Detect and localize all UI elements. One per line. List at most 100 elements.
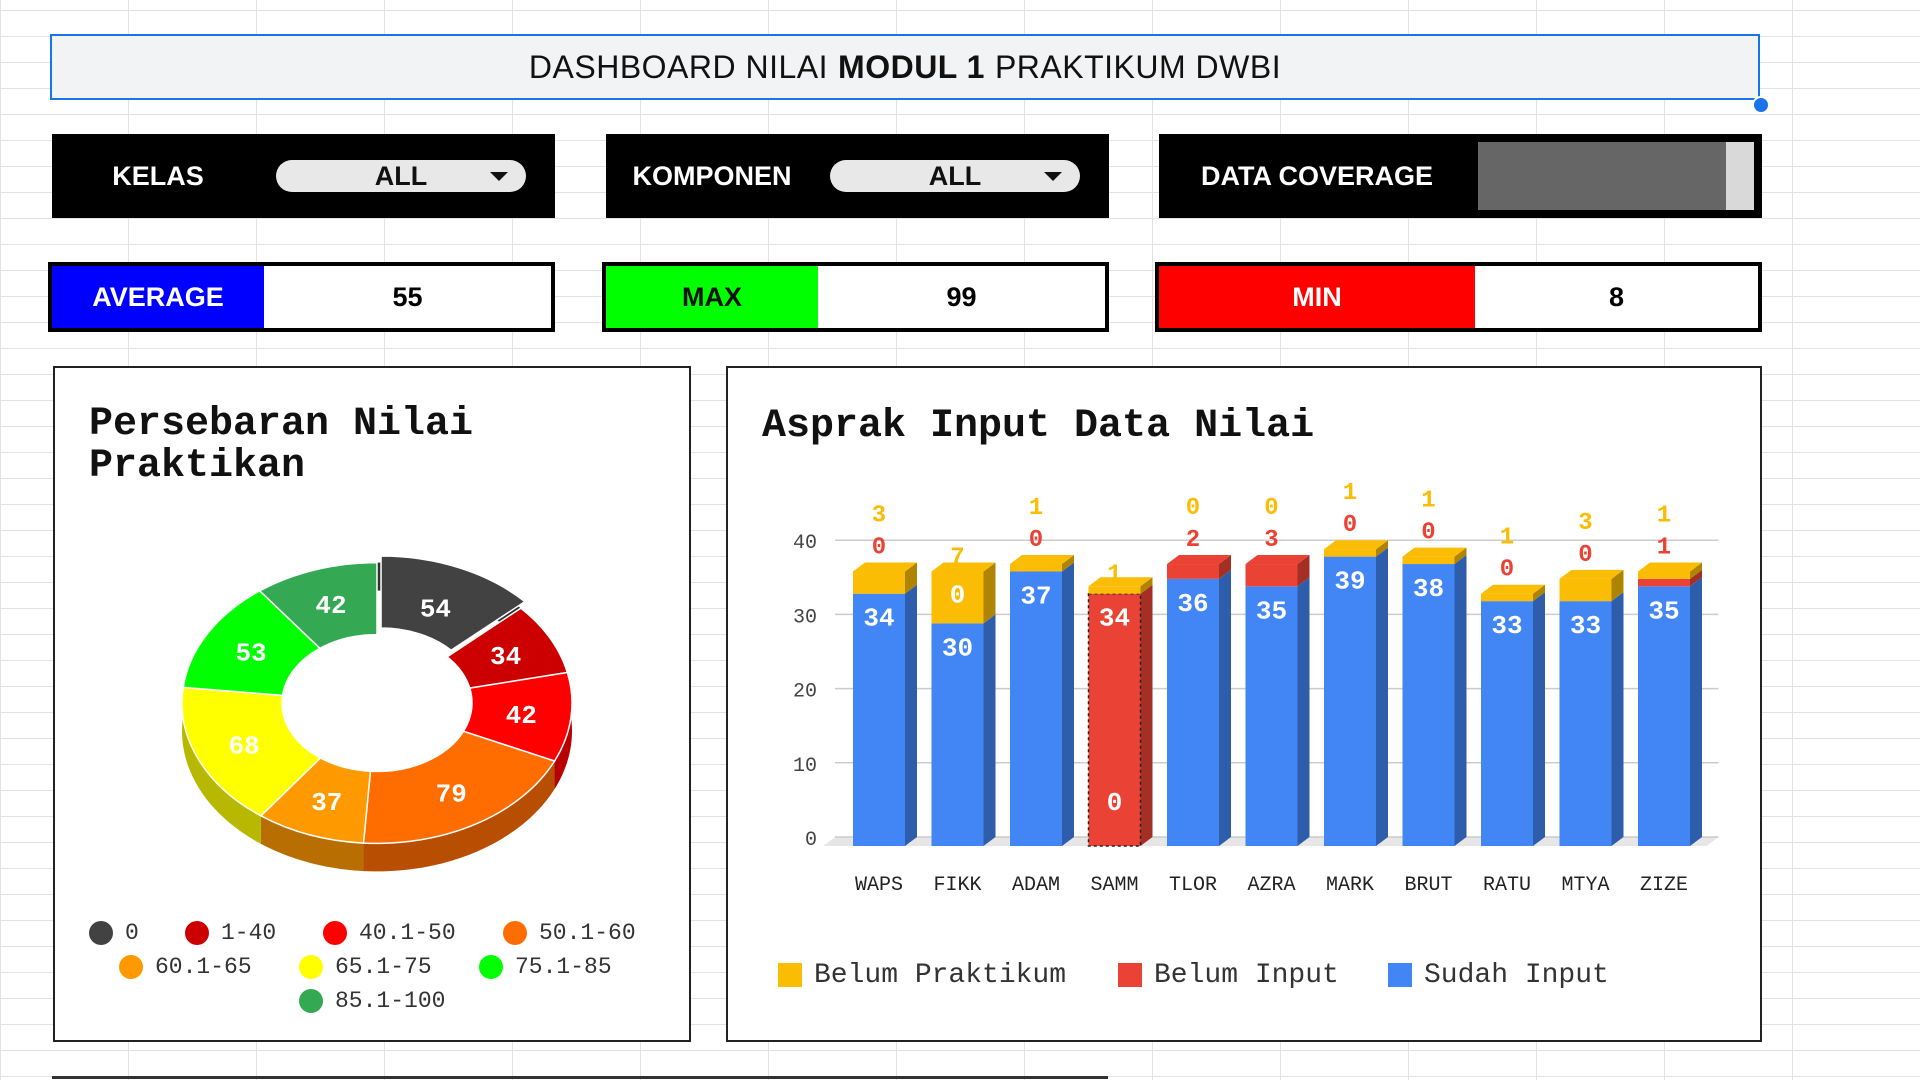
- title-suffix: PRAKTIKUM DWBI: [994, 48, 1282, 85]
- bar-data-label: 3: [872, 502, 886, 529]
- bar-segment: [1559, 578, 1612, 602]
- bar-legend-item[interactable]: Belum Input: [1118, 960, 1339, 991]
- pie-legend-item[interactable]: 65.1-75: [299, 954, 432, 980]
- bar-segment-side: [983, 562, 996, 624]
- legend-label: 1-40: [221, 920, 277, 946]
- pie-slice-side: [260, 815, 364, 872]
- legend-label: 85.1-100: [335, 988, 446, 1014]
- bar-segment-side: [1690, 577, 1702, 846]
- bar-data-label: 0: [1421, 520, 1435, 547]
- pie-data-label: 42: [506, 701, 537, 731]
- bar-segment-side: [1297, 577, 1310, 846]
- bar-data-label: 0: [1578, 542, 1592, 569]
- legend-label: Belum Input: [1154, 960, 1339, 991]
- pie-data-label: 68: [228, 732, 259, 762]
- legend-swatch: [323, 920, 347, 945]
- kelas-dropdown[interactable]: ALL: [276, 160, 526, 192]
- bar-data-label: 0: [1500, 557, 1514, 584]
- legend-swatch: [89, 920, 113, 945]
- pie-chart-panel[interactable]: Persebaran Nilai Praktikan 54 34 42 79 37 68 5…: [53, 366, 691, 1042]
- bar-data-label: 3: [1264, 527, 1278, 554]
- bar-top: [1010, 555, 1074, 565]
- pie-legend-item[interactable]: 75.1-85: [479, 954, 612, 980]
- bar-data-label: 37: [1020, 581, 1051, 611]
- bar-legend-item[interactable]: Belum Praktikum: [778, 960, 1066, 991]
- bar-segment-side: [1219, 555, 1231, 579]
- min-value: 8: [1608, 281, 1625, 312]
- pie-data-label: 54: [420, 594, 451, 624]
- legend-swatch: [299, 988, 323, 1013]
- bar-segment: [1638, 578, 1690, 587]
- bar-top: [1638, 562, 1702, 572]
- bar-data-label: 0: [1264, 495, 1278, 522]
- x-tick-label: BRUT: [1404, 874, 1452, 897]
- pie-slice-side: [554, 672, 572, 790]
- pie-legend-item[interactable]: 0: [89, 920, 139, 946]
- komponen-filter: KOMPONEN ALL: [606, 134, 1109, 218]
- legend-swatch: [119, 954, 143, 979]
- x-tick-label: AZRA: [1247, 874, 1295, 897]
- bar-data-label: 0: [1029, 527, 1043, 554]
- chevron-down-icon: [1044, 172, 1062, 181]
- bar-segment: [1010, 571, 1062, 846]
- sheet-border-line: [52, 1076, 1108, 1079]
- komponen-dropdown[interactable]: ALL: [830, 160, 1080, 192]
- y-tick-label: 0: [805, 829, 817, 852]
- bar-data-label: 1: [1500, 525, 1514, 552]
- bar-segment-side: [1611, 569, 1624, 602]
- bar-top: [1402, 547, 1467, 557]
- pie-legend-item[interactable]: 40.1-50: [323, 920, 456, 946]
- bar-segment-side: [905, 584, 917, 846]
- bar-segment-side: [1140, 577, 1153, 594]
- legend-swatch: [479, 954, 503, 979]
- bar-top: [1481, 584, 1545, 594]
- cell-selection-handle[interactable]: [1752, 96, 1770, 114]
- bar-data-label: 3: [1578, 510, 1592, 537]
- kelas-label: KELAS: [112, 160, 204, 191]
- bar-data-label: 1: [1343, 480, 1357, 507]
- bar-chart-panel[interactable]: Asprak Input Data Nilai 0 10 20 30 40 34 0 3 WAP…: [726, 366, 1762, 1042]
- bar-data-label: 35: [1648, 596, 1679, 626]
- bar-segment-side: [1690, 569, 1702, 587]
- x-tick-label: MARK: [1326, 874, 1374, 897]
- kelas-value: ALL: [374, 160, 428, 191]
- pie-chart-title: Persebaran Nilai Praktikan: [89, 402, 474, 489]
- bar-chart-title: Asprak Input Data Nilai: [762, 404, 1315, 449]
- data-coverage-bar: [1478, 142, 1754, 210]
- bar-segment: [1481, 593, 1533, 602]
- x-tick-label: ADAM: [1012, 874, 1060, 897]
- dashboard-title[interactable]: DASHBOARD NILAI MODUL 1 PRAKTIKUM DWBI: [50, 34, 1760, 100]
- bar-legend-item[interactable]: Sudah Input: [1388, 960, 1609, 991]
- pie-chart: 54 34 42 79 37 68 53 42: [181, 555, 573, 872]
- pie-slice-side: [363, 761, 555, 872]
- bar-segment: [1638, 571, 1690, 579]
- max-stat: MAX 99: [602, 262, 1109, 332]
- legend-label: 40.1-50: [359, 920, 456, 946]
- bar-segment-side: [1062, 562, 1074, 846]
- average-label: AVERAGE: [52, 266, 264, 328]
- y-tick-label: 30: [793, 606, 817, 629]
- y-tick-label: 40: [793, 532, 817, 555]
- bar-data-label: 1: [1107, 561, 1121, 588]
- kelas-filter: KELAS ALL: [52, 134, 555, 218]
- bar-data-label: 1: [1657, 502, 1671, 529]
- bar-data-label: 33: [1491, 611, 1522, 641]
- pie-legend-item[interactable]: 60.1-65: [119, 954, 252, 980]
- bar-segment: [931, 571, 984, 624]
- title-bold: MODUL 1: [838, 48, 985, 85]
- title-prefix: DASHBOARD NILAI: [528, 48, 829, 85]
- average-stat: AVERAGE 55: [48, 262, 555, 332]
- bar-segment: [1245, 564, 1298, 587]
- pie-legend-item[interactable]: 50.1-60: [503, 920, 636, 946]
- pie-legend-item[interactable]: 1-40: [185, 920, 276, 946]
- chevron-down-icon: [490, 172, 508, 181]
- data-coverage-label: DATA COVERAGE: [1200, 160, 1433, 191]
- legend-swatch: [503, 920, 527, 945]
- bar-segment: [1324, 556, 1376, 846]
- pie-legend-item[interactable]: 85.1-100: [299, 988, 445, 1014]
- bar-segment: [1638, 586, 1690, 846]
- bar-segment-side: [1140, 584, 1153, 846]
- bar-data-label: 39: [1334, 567, 1365, 597]
- pie-slice: [181, 686, 322, 817]
- bar-segment: [931, 623, 984, 846]
